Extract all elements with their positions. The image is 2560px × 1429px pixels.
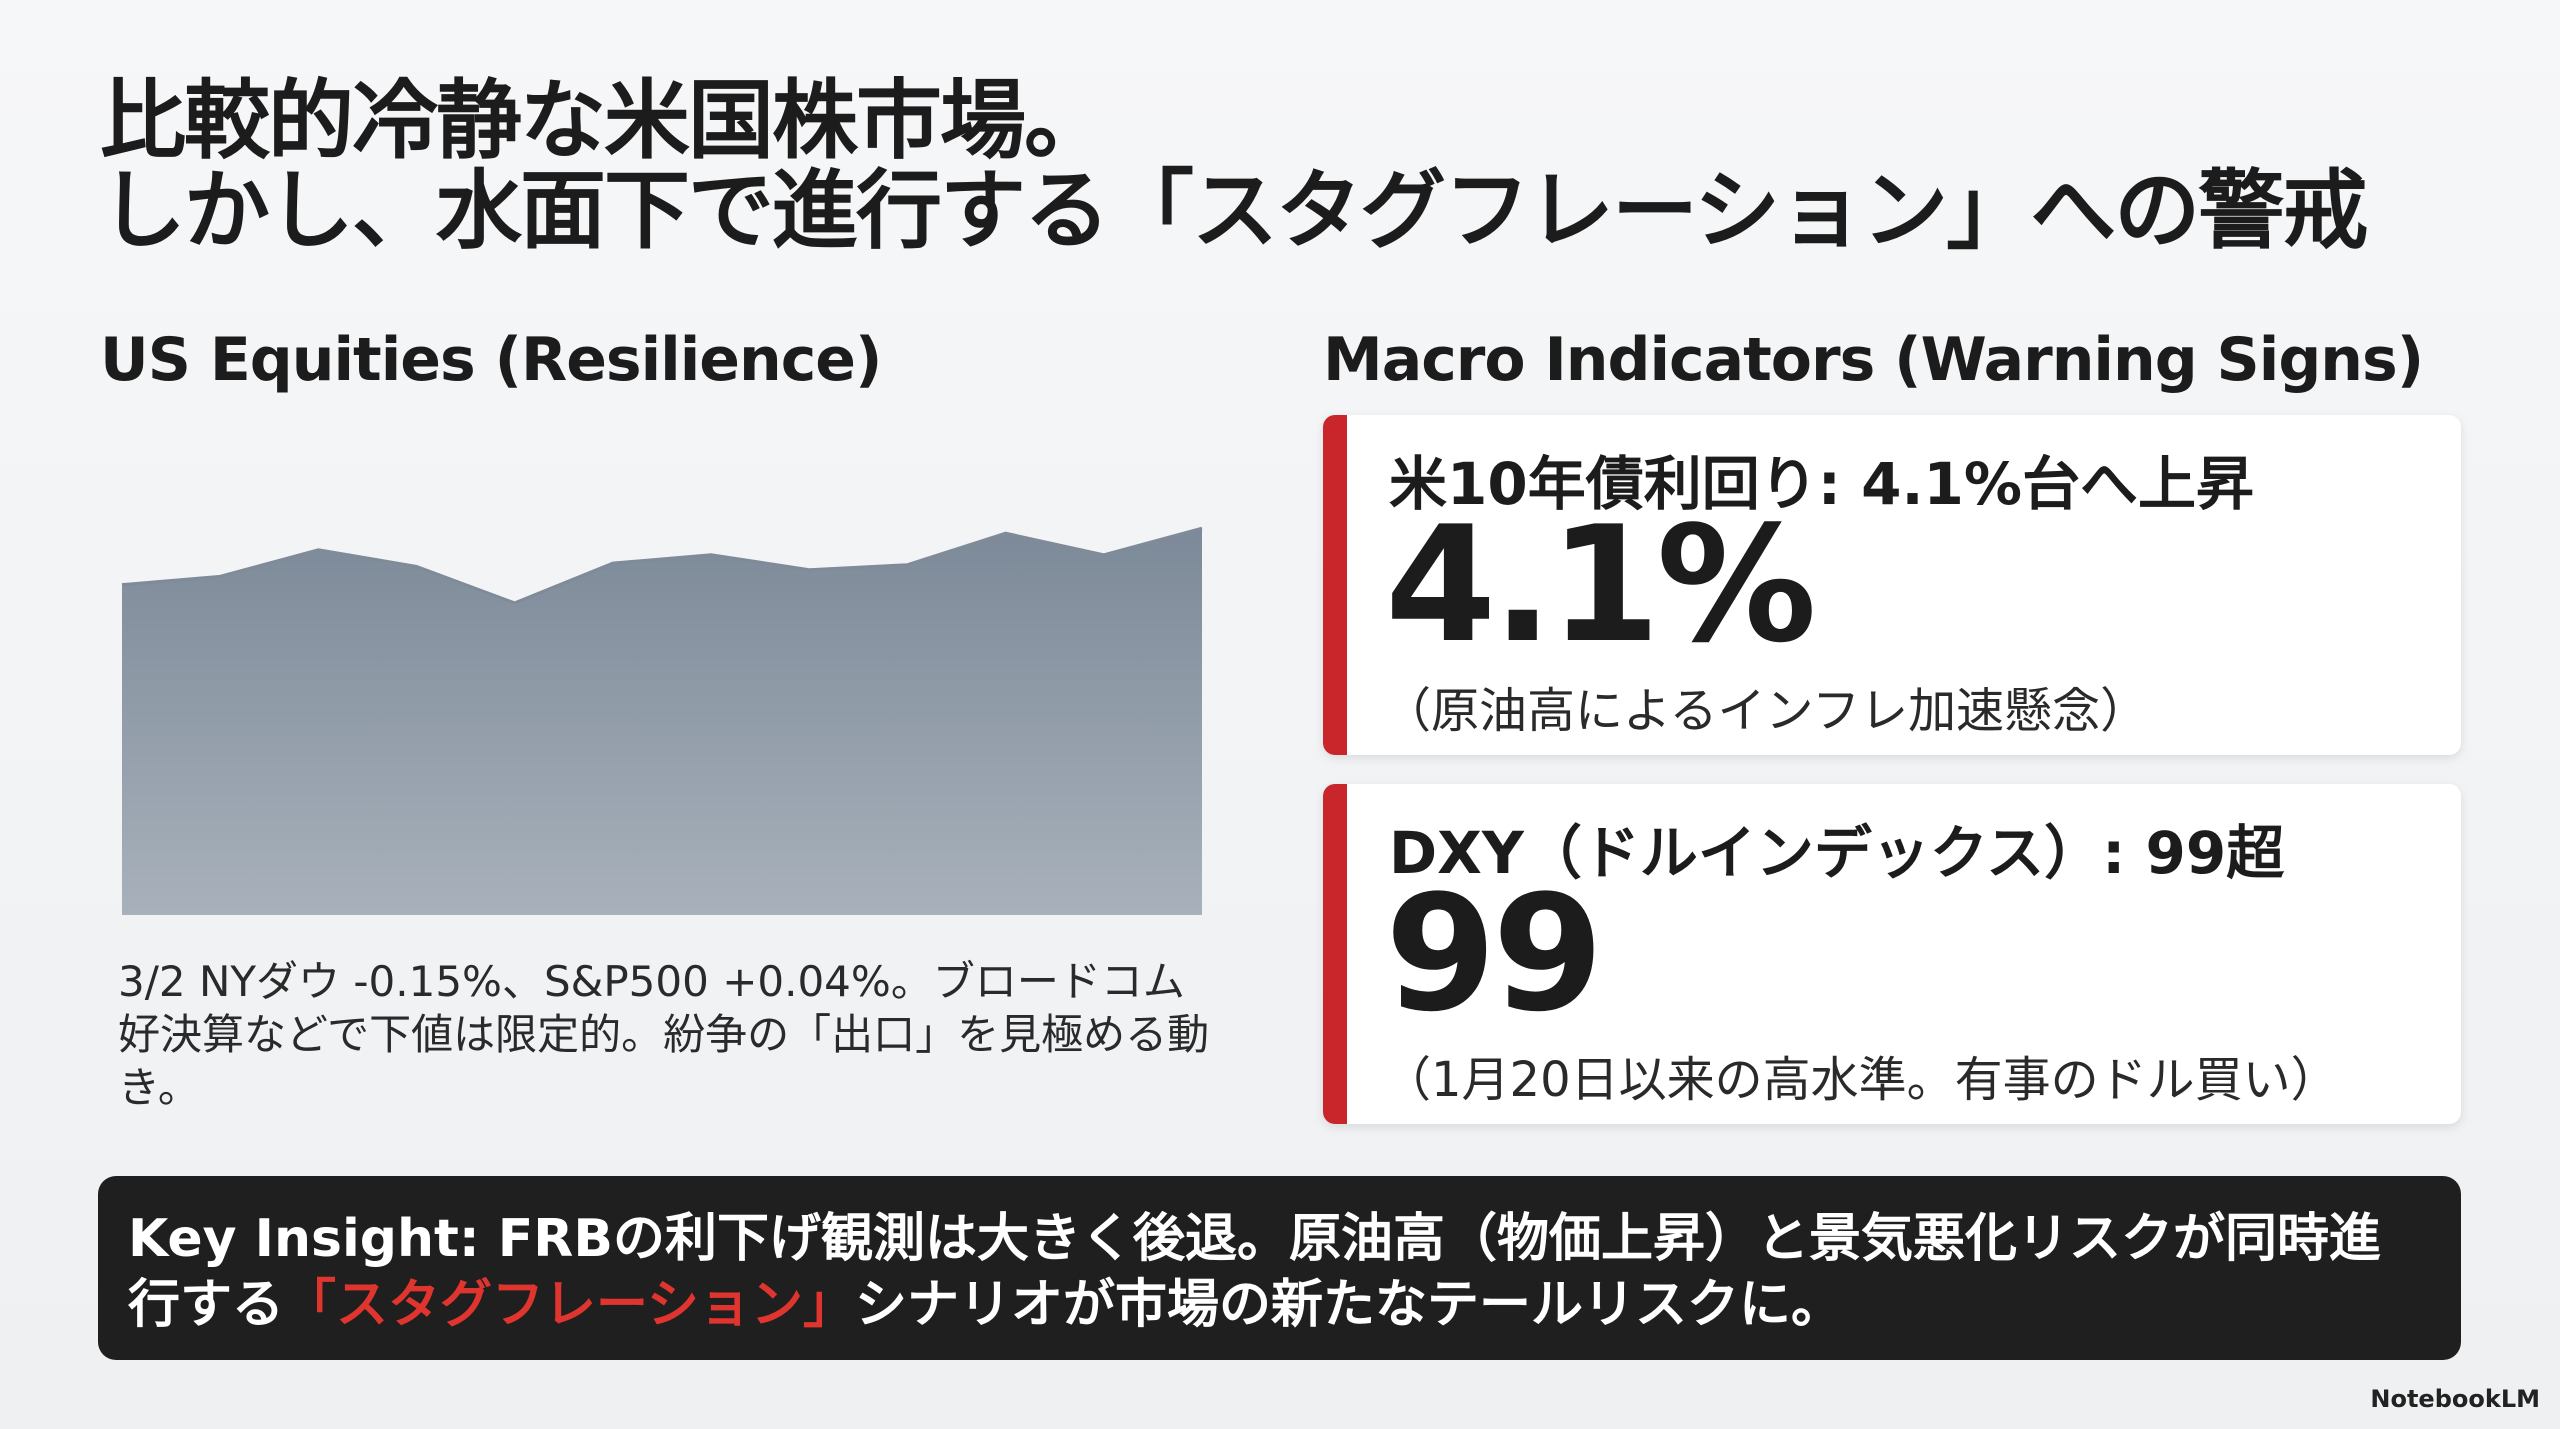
area-edge: [121, 526, 1203, 605]
footer-brand: NotebookLM: [2370, 1385, 2540, 1413]
area: [122, 528, 1202, 915]
indicator-card: 米10年債利回り: 4.1%台へ上昇 4.1% （原油高によるインフレ加速懸念）: [1323, 415, 2461, 755]
card-number: 99: [1385, 860, 1604, 1047]
card-note: （原油高によるインフレ加速懸念）: [1383, 683, 2149, 739]
indicator-card: DXY（ドルインデックス）: 99超 99 （1月20日以来の高水準。有事のドル…: [1323, 784, 2461, 1124]
card-title: 米10年債利回り: 4.1%台へ上昇: [1389, 450, 2254, 518]
section-heading: Macro Indicators (Warning Signs): [1323, 325, 2424, 395]
accent-bar: [1323, 784, 1347, 1124]
card-note: （1月20日以来の高水準。有事のドル買い）: [1383, 1052, 2339, 1108]
section-heading: US Equities (Resilience): [100, 325, 882, 395]
title-line: 比較的冷静な米国株市場。: [100, 71, 1110, 171]
card-title: DXY（ドルインデックス）: 99超: [1389, 819, 2285, 887]
title-line: しかし、水面下で進行する「スタグフレーション」への警戒: [100, 161, 2368, 261]
area-chart: [121, 526, 1203, 915]
chart-caption: 3/2 NYダウ -0.15%、S&P500 +0.04%。ブロードコム好決算な…: [118, 957, 1210, 1112]
insight-highlight: 「スタグフレーション」: [284, 1275, 855, 1335]
accent-bar: [1323, 415, 1347, 755]
insight-text: シナリオが市場の新たなテールリスクに。: [854, 1275, 1843, 1335]
insight-box: Key Insight: FRBの利下げ観測は大きく後退。原油高（物価上昇）と景…: [98, 1176, 2461, 1360]
insight-text: Key Insight: FRBの利下げ観測は大きく後退。原油高（物価上昇）と景…: [128, 1209, 2381, 1335]
card-number: 4.1%: [1385, 491, 1817, 678]
